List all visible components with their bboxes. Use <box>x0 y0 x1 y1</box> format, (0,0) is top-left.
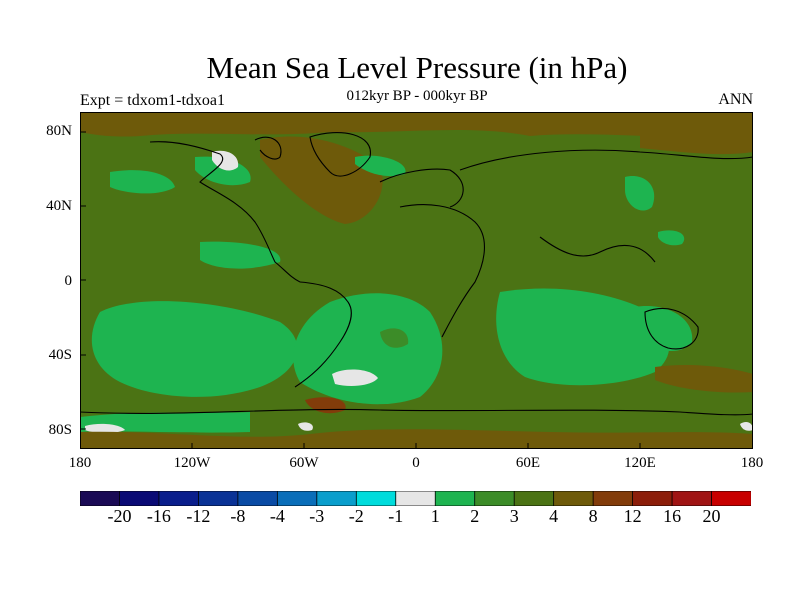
colorbar-tick-label: -4 <box>269 506 285 526</box>
colorbar-swatch <box>632 491 673 506</box>
colorbar-tick-label: -16 <box>146 506 171 526</box>
colorbar-swatch <box>711 491 751 506</box>
colorbar-swatch <box>119 491 160 506</box>
colorbar-tick-label: 12 <box>623 506 642 526</box>
colorbar-tick-label: -8 <box>230 506 246 526</box>
colorbar-swatch <box>513 491 555 506</box>
lat-label-80s: 80S <box>48 422 72 438</box>
antarctic-peninsula-gray-region <box>298 422 313 431</box>
colorbar-swatch <box>80 491 121 506</box>
subtitle: 012kyr BP - 000kyr BP <box>346 88 488 104</box>
antarctic-brown-band <box>80 429 753 449</box>
colorbar-tick-label: 3 <box>509 506 519 526</box>
colorbar-swatch <box>237 491 279 506</box>
colorbar <box>80 491 751 506</box>
south-atlantic-green-region <box>293 293 443 405</box>
antarctica-coastline <box>80 408 753 416</box>
lon-label-180w: 180 <box>68 455 92 471</box>
colorbar-tick-label: 16 <box>663 506 682 526</box>
north-pacific-green-region <box>110 170 175 194</box>
colorbar-tick-label: -2 <box>348 506 364 526</box>
axis-ticks <box>80 131 641 449</box>
asia-north-coastline <box>459 149 753 171</box>
colorbar-swatch <box>276 491 318 506</box>
colorbar-swatch <box>474 491 515 506</box>
colorbar-tick-label: 2 <box>470 506 480 526</box>
south-pacific-green-region <box>91 301 298 397</box>
lon-label-120w: 120W <box>173 455 211 471</box>
lon-label-180e: 180 <box>740 455 764 471</box>
lon-label-120e: 120E <box>624 455 656 471</box>
east-pacific-green-region <box>200 241 281 269</box>
australia-green-region <box>635 306 693 352</box>
europe-coastline <box>379 168 464 208</box>
lat-label-0: 0 <box>64 273 73 289</box>
colorbar-swatch <box>592 491 634 506</box>
south-america-coastline <box>294 281 352 388</box>
colorbar-swatch <box>671 491 713 506</box>
map-background <box>80 112 753 449</box>
antarctic-coast-green-region <box>80 412 250 433</box>
east-antarctic-gray-region <box>740 422 753 431</box>
lat-label-40s: 40S <box>48 347 72 363</box>
siberia-brown-region <box>640 131 753 155</box>
lat-label-80n: 80N <box>46 123 72 139</box>
colorbar-swatch <box>553 491 594 506</box>
season-label: ANN <box>718 91 753 108</box>
colorbar-swatch <box>355 491 397 506</box>
colorbar-tick-label: 20 <box>702 506 721 526</box>
north-america-coastline <box>149 141 301 283</box>
colorbar-tick-label: 4 <box>549 506 559 526</box>
indian-ocean-green-region <box>496 288 670 386</box>
colorbar-tick-label: -12 <box>186 506 211 526</box>
pressure-map <box>80 112 753 449</box>
colorbar-swatch <box>316 491 357 506</box>
south-pacific-brown-region <box>655 364 753 393</box>
colorbar-tick-label: -3 <box>309 506 325 526</box>
lon-label-0: 0 <box>412 455 420 471</box>
colorbar-swatch <box>395 491 436 506</box>
weddell-sea-gray-region <box>332 369 378 386</box>
arctic-high-pressure-band <box>80 112 753 137</box>
north-atlantic-brown-region <box>260 136 383 224</box>
ross-sea-gray-region <box>85 423 125 433</box>
colorbar-tick-label: 1 <box>430 506 440 526</box>
africa-coastline <box>399 204 486 338</box>
east-asia-green-region <box>658 230 685 246</box>
colorbar-swatch <box>434 491 476 506</box>
australia-coastline <box>644 308 699 350</box>
greenland-coastline <box>309 132 371 177</box>
experiment-label: Expt = tdxom1-tdxoa1 <box>80 92 226 109</box>
colorbar-swatch <box>198 491 239 506</box>
baffin-coastline <box>254 136 282 160</box>
lat-label-40n: 40N <box>46 198 72 214</box>
colorbar-tick-label: 8 <box>588 506 598 526</box>
south-atlantic-dark-green <box>380 328 409 348</box>
page-title: Mean Sea Level Pressure (in hPa) <box>206 50 628 85</box>
lon-label-60e: 60E <box>515 455 541 471</box>
central-asia-green-region <box>625 176 655 211</box>
colorbar-tick-label: -1 <box>388 506 404 526</box>
lon-label-60w: 60W <box>289 455 319 471</box>
coastlines <box>80 132 753 416</box>
asia-south-coastline <box>539 236 656 263</box>
colorbar-tick-label: -20 <box>107 506 132 526</box>
colorbar-swatch <box>158 491 200 506</box>
